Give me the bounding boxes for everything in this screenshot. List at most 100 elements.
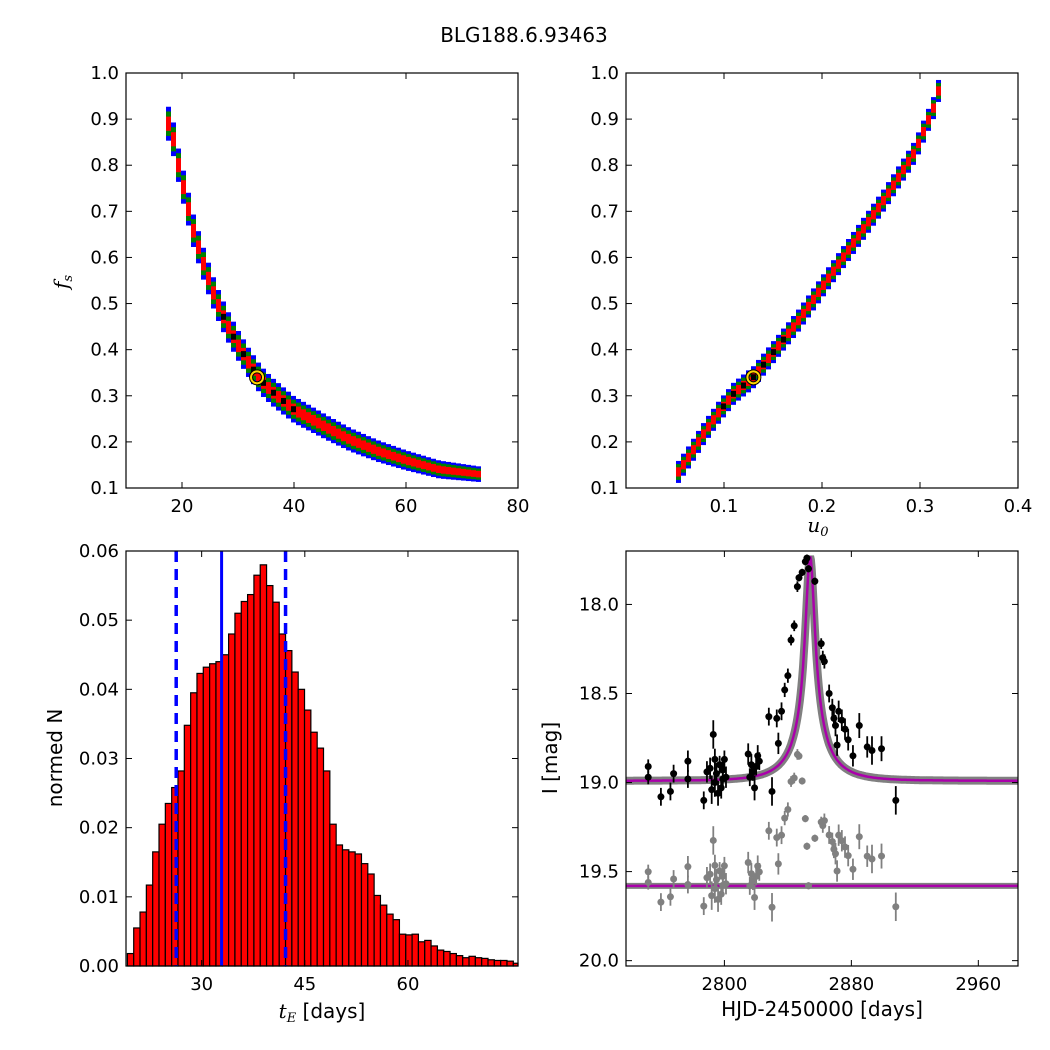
density-core-cell bbox=[771, 349, 776, 356]
lc-xtick-label: 2960 bbox=[955, 974, 1001, 995]
lc-ytick-label: 19.5 bbox=[579, 862, 619, 883]
density-cell bbox=[456, 468, 461, 476]
tE-histogram-axes: 30 45 60 0.00 0.01 0.02 0.03 0.04 0.05 0.06 bbox=[79, 541, 519, 995]
histogram-bar bbox=[335, 844, 344, 967]
density-cell bbox=[166, 116, 171, 131]
density-cell bbox=[901, 164, 906, 175]
light-curve-axes: 2800 2880 2960 18.0 18.5 19.0 19.5 20.0 bbox=[579, 550, 1019, 995]
best-fit-marker bbox=[746, 370, 761, 385]
density-cell bbox=[471, 470, 476, 477]
residual-point bbox=[855, 833, 863, 841]
lc-ytick-label: 20.0 bbox=[579, 951, 619, 972]
data-point bbox=[746, 773, 754, 781]
data-point bbox=[868, 746, 876, 754]
residual-point bbox=[765, 827, 773, 835]
fs-tE-frame bbox=[125, 72, 519, 489]
residual-point bbox=[878, 852, 886, 860]
density-cell bbox=[711, 415, 716, 425]
density-core-cell bbox=[281, 397, 286, 404]
residual-point bbox=[811, 834, 819, 842]
density-cell bbox=[791, 322, 796, 332]
residual-point bbox=[712, 876, 720, 884]
data-point bbox=[670, 770, 678, 778]
fs-u0-ytick-label: 0.8 bbox=[590, 155, 619, 176]
histogram-bar bbox=[272, 601, 280, 967]
density-cell bbox=[796, 315, 801, 326]
histogram-bar bbox=[443, 950, 451, 967]
data-point bbox=[820, 657, 828, 665]
fs-tE-ytick-label: 0.6 bbox=[90, 247, 119, 268]
model-curve bbox=[626, 556, 1018, 782]
density-cell bbox=[811, 294, 816, 305]
residual-point bbox=[768, 903, 776, 911]
data-point bbox=[790, 622, 798, 630]
density-cell bbox=[871, 210, 876, 220]
histogram-bar bbox=[500, 959, 508, 967]
tE-axis-label: tE [days] bbox=[279, 999, 366, 1026]
fs-u0-axes: 0.1 0.2 0.3 0.4 0.1 0.2 0.3 0.4 0.5 0.6 0.7 0.8 0.9 1… bbox=[590, 63, 1032, 517]
density-cell bbox=[466, 469, 471, 477]
residual-point bbox=[835, 831, 843, 839]
residual-point bbox=[644, 868, 652, 876]
density-cell bbox=[211, 286, 216, 300]
density-cell bbox=[246, 356, 251, 369]
density-cell bbox=[776, 341, 781, 351]
fs-u0-xtick-label: 0.1 bbox=[710, 496, 739, 517]
tE-interval-lines bbox=[174, 551, 288, 966]
residual-point bbox=[795, 752, 803, 760]
data-point bbox=[712, 770, 720, 778]
density-cell bbox=[176, 158, 181, 173]
data-point bbox=[700, 796, 708, 804]
density-cell bbox=[446, 466, 451, 475]
tE-hist-ytick-label: 0.00 bbox=[79, 956, 119, 977]
data-point bbox=[708, 786, 716, 794]
histogram-bar bbox=[455, 955, 464, 967]
density-cell bbox=[881, 195, 886, 206]
data-point bbox=[863, 743, 871, 751]
residual-point bbox=[838, 837, 846, 845]
residual-point bbox=[833, 867, 841, 875]
histogram-bar bbox=[234, 612, 242, 967]
density-cell bbox=[876, 203, 881, 213]
density-cell bbox=[186, 202, 191, 217]
density-cell bbox=[411, 458, 416, 467]
data-point bbox=[768, 787, 776, 795]
histogram-bar bbox=[348, 851, 356, 967]
histogram-bar bbox=[202, 666, 211, 967]
density-cell bbox=[866, 217, 871, 227]
tE-hist-ytick-label: 0.03 bbox=[79, 749, 119, 770]
density-cell bbox=[696, 437, 701, 447]
light-curve-points bbox=[644, 554, 900, 922]
histogram-bar bbox=[474, 957, 483, 967]
fs-u0-ytick-label: 0.7 bbox=[590, 201, 619, 222]
fs-tE-ytick-label: 0.3 bbox=[90, 386, 119, 407]
fs-tE-ytick-label: 0.8 bbox=[90, 155, 119, 176]
residual-point bbox=[722, 880, 730, 888]
density-core-cell bbox=[291, 406, 296, 413]
histogram-bar bbox=[354, 853, 363, 967]
mag-axis-label: I [mag] bbox=[538, 722, 562, 794]
density-core-cell bbox=[241, 351, 246, 358]
density-cell bbox=[256, 370, 261, 383]
density-cell bbox=[391, 451, 396, 461]
density-cell bbox=[426, 462, 431, 471]
tE-hist-ytick-label: 0.04 bbox=[79, 679, 119, 700]
density-cell bbox=[841, 252, 846, 262]
data-point bbox=[657, 793, 665, 801]
density-cell bbox=[356, 438, 361, 448]
density-cell bbox=[331, 426, 336, 437]
residual-point bbox=[849, 865, 857, 873]
residual-point bbox=[666, 893, 674, 901]
data-point bbox=[793, 583, 801, 591]
fs-tE-ytick-label: 0.1 bbox=[90, 478, 119, 499]
density-cell bbox=[886, 188, 891, 198]
density-core-cell bbox=[251, 366, 256, 373]
density-cell bbox=[766, 353, 771, 364]
density-cell bbox=[836, 259, 841, 269]
data-point bbox=[833, 741, 841, 749]
density-cell bbox=[351, 436, 356, 446]
data-point bbox=[755, 757, 763, 765]
fs-tE-xtick-label: 40 bbox=[283, 496, 306, 517]
data-point bbox=[778, 707, 786, 715]
density-cell bbox=[181, 180, 186, 195]
